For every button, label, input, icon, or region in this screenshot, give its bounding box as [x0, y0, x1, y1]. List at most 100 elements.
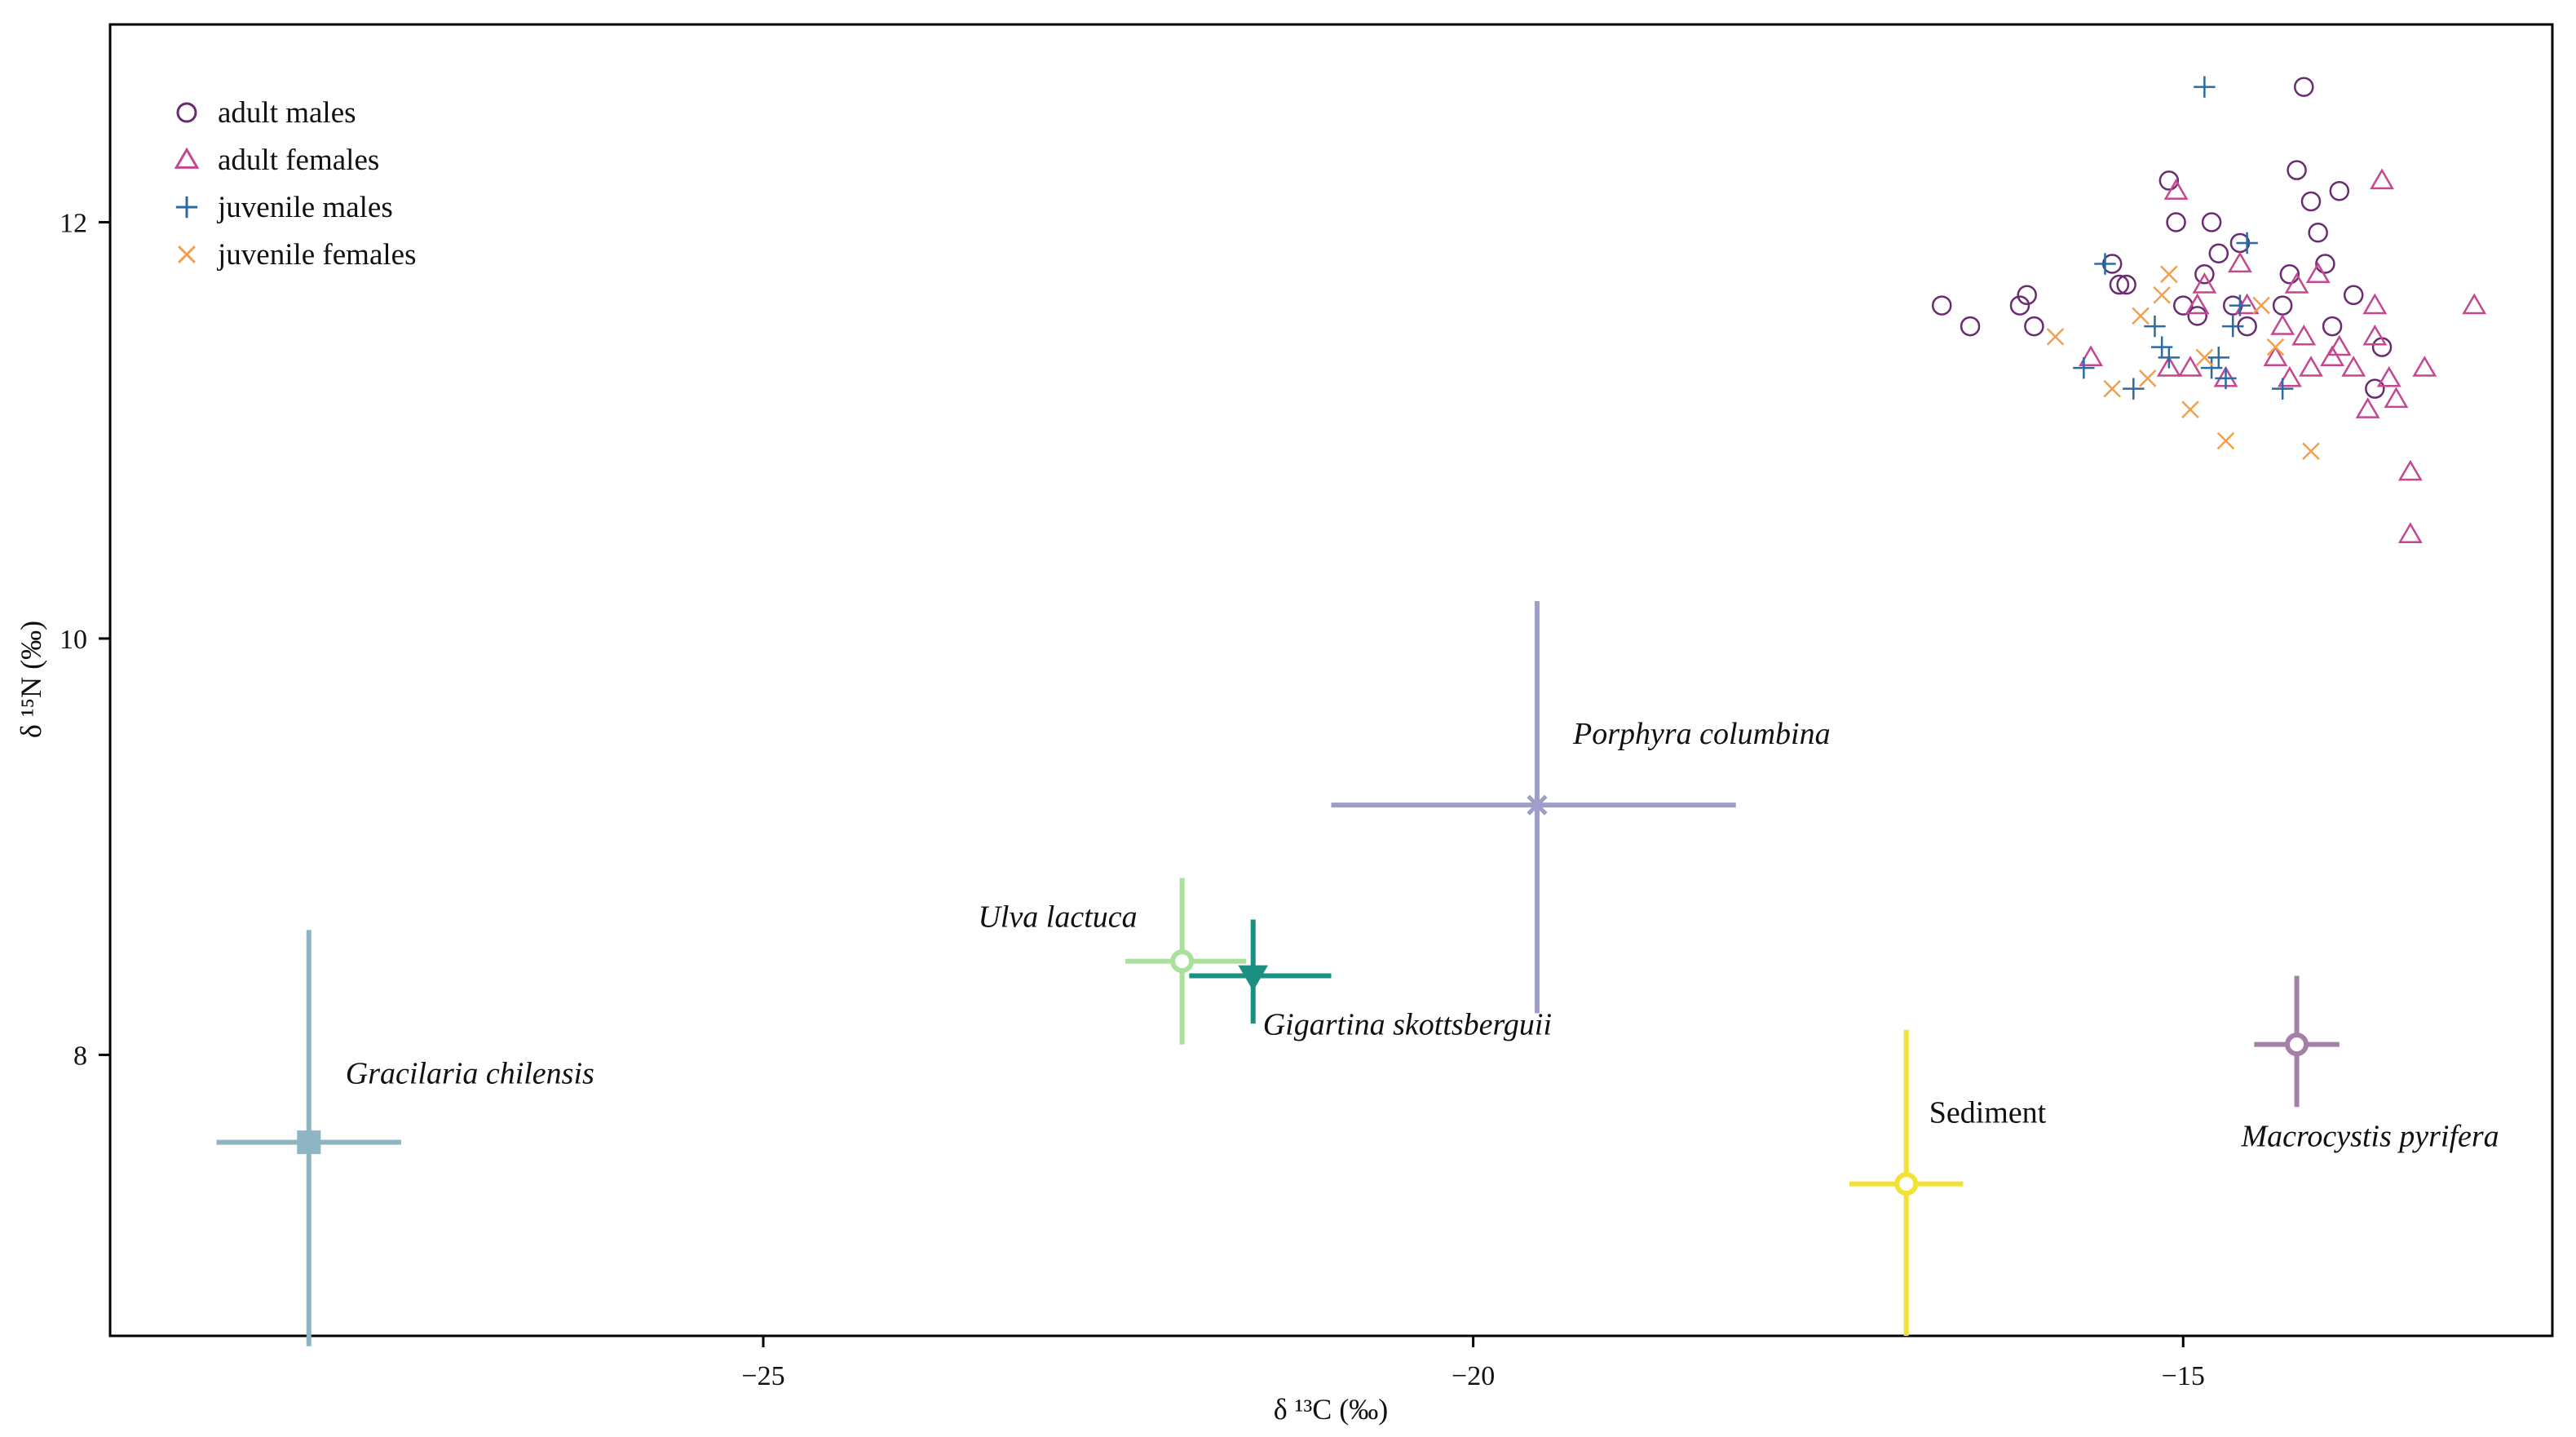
source-labels: Gracilaria chilensis Ulva lactuca Gigartin…	[346, 717, 2499, 1154]
adult-males-point	[2343, 285, 2364, 306]
gigartina-skottsberguii-mean-marker	[1238, 965, 1268, 992]
adult-females-point	[2277, 365, 2302, 387]
legend-entry-adult-females: adult females	[174, 144, 379, 177]
juvenile-females-point	[2160, 265, 2178, 284]
adult-females-point	[2185, 293, 2210, 315]
x-tick-label: −25	[741, 1361, 784, 1391]
porphyra-columbina-mean-marker	[1527, 794, 1548, 816]
source-label-ulva-lactuca: Ulva lactuca	[978, 900, 1137, 935]
adult-males-point	[2109, 274, 2130, 295]
source-label-sediment: Sediment	[1929, 1096, 2047, 1130]
source-errorbars	[216, 601, 2340, 1346]
adult-females-point	[2397, 522, 2423, 543]
adult-females-point	[2462, 293, 2487, 315]
adult-males-point	[2329, 180, 2350, 201]
adult-females-point	[2163, 179, 2189, 200]
adult-females-point	[2376, 365, 2401, 387]
y-tick-label: 10	[60, 625, 87, 655]
adult-females-point	[2291, 324, 2317, 346]
adult-females-point	[2326, 334, 2352, 356]
adult-males-point	[2024, 316, 2044, 337]
juvenile-females-point	[2153, 286, 2171, 304]
adult-females-point	[2299, 356, 2323, 377]
adult-males-point	[2287, 160, 2307, 180]
source-label-gigartina-skottsberguii: Gigartina skottsberguii	[1263, 1007, 1552, 1041]
legend-marker-juvenile-males	[175, 196, 198, 219]
adult-females-point	[2227, 251, 2252, 273]
source-label-macrocystis-pyrifera: Macrocystis pyrifera	[2240, 1120, 2499, 1154]
x-tick-label: −20	[1451, 1361, 1495, 1391]
adult-females-point	[2320, 345, 2345, 367]
adult-males-point	[2322, 316, 2343, 337]
axis-ticks: −25 −20 −15 8 10 12	[60, 208, 2205, 1391]
adult-females-point	[2362, 324, 2388, 346]
legend-label-juvenile-females: juvenile females	[216, 238, 416, 272]
adult-females-point	[2412, 356, 2437, 377]
adult-females-point	[2284, 272, 2309, 294]
legend-label-adult-females: adult females	[218, 144, 379, 177]
juvenile-females-point	[2132, 307, 2150, 325]
adult-males-point	[2166, 212, 2186, 232]
juvenile-males-point	[2207, 347, 2229, 369]
adult-females-point	[2192, 272, 2217, 294]
y-tick-label: 8	[73, 1041, 87, 1071]
juvenile-males-point	[2271, 378, 2294, 400]
legend-label-adult-males: adult males	[218, 96, 356, 130]
source-label-porphyra-columbina: Porphyra columbina	[1572, 717, 1831, 751]
juvenile-females-point	[2252, 296, 2270, 315]
adult-females-point	[2384, 387, 2409, 409]
adult-males-point	[2294, 77, 2314, 97]
adult-females-point	[2397, 459, 2423, 481]
macrocystis-pyrifera-mean-ring	[2286, 1033, 2309, 1056]
x-axis-label: δ ¹³C (‰)	[1274, 1393, 1389, 1426]
juvenile-males-point	[2236, 232, 2258, 254]
juvenile-males-point	[2194, 76, 2216, 98]
source-sediment	[1849, 1029, 1964, 1336]
adult-females-point	[2362, 293, 2388, 315]
legend-entry-juvenile-females: juvenile females	[178, 238, 416, 272]
juvenile-males-point	[2215, 367, 2237, 390]
adult-males-point	[2116, 274, 2136, 295]
adult-females-point	[2178, 356, 2203, 377]
series-adult-males	[1932, 77, 2393, 399]
adult-females-point	[2263, 345, 2288, 367]
source-label-gracilaria-chilensis: Gracilaria chilensis	[346, 1057, 594, 1091]
adult-males-point	[1932, 295, 1952, 316]
adult-males-point	[1960, 316, 1981, 337]
juvenile-females-point	[2138, 369, 2157, 387]
source-gracilaria-chilensis	[216, 930, 401, 1346]
legend-entry-juvenile-males: juvenile males	[175, 191, 393, 224]
adult-females-point	[2234, 293, 2260, 315]
legend-marker-adult-males	[176, 102, 197, 123]
series-juvenile-males	[2073, 76, 2294, 400]
series-adult-females	[2079, 168, 2487, 543]
adult-females-point	[2270, 314, 2295, 335]
plot-frame	[108, 23, 2554, 1338]
y-axis-label: δ ¹⁵N (‰)	[15, 621, 47, 738]
x-tick-label: −15	[2162, 1361, 2205, 1391]
adult-males-point	[2279, 264, 2300, 285]
legend-label-juvenile-males: juvenile males	[216, 191, 393, 224]
legend-entry-adult-males: adult males	[176, 96, 356, 130]
adult-males-point	[2194, 264, 2215, 285]
juvenile-females-point	[2181, 400, 2199, 418]
adult-females-point	[2355, 397, 2380, 418]
juvenile-males-point	[2144, 315, 2166, 338]
legend: adult males adult females juvenile males ju…	[174, 96, 416, 272]
juvenile-males-point	[2094, 253, 2116, 275]
juvenile-males-point	[2123, 378, 2145, 400]
adult-males-point	[2272, 295, 2293, 316]
adult-females-point	[2079, 345, 2104, 367]
juvenile-males-point	[2158, 347, 2181, 369]
juvenile-males-point	[2073, 356, 2095, 379]
consumer-points	[1932, 76, 2487, 543]
juvenile-females-point	[2216, 431, 2235, 450]
adult-males-point	[2187, 306, 2207, 326]
ulva-lactuca-mean-ring	[1171, 950, 1194, 973]
adult-males-point	[2300, 191, 2322, 212]
adult-males-point	[2371, 337, 2393, 357]
juvenile-females-point	[2195, 348, 2214, 367]
source-porphyra-columbina	[1331, 601, 1736, 1014]
legend-marker-adult-females	[174, 147, 200, 169]
